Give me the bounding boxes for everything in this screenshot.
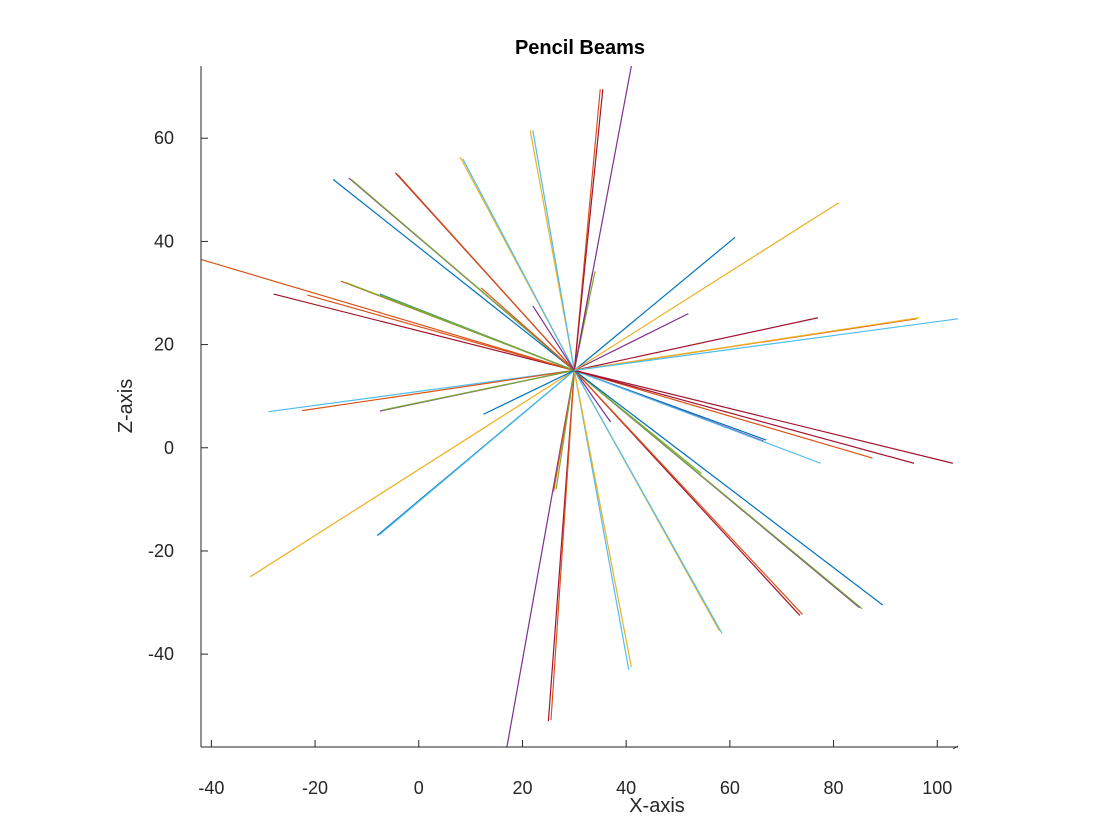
x-tick-label: 80 <box>824 778 844 798</box>
x-tick-label: 100 <box>922 778 952 798</box>
beam-line-43 <box>573 236 736 371</box>
beam-line-9 <box>379 369 575 535</box>
beam-line-2 <box>268 369 575 413</box>
beam-line-25 <box>532 305 575 371</box>
beam-line-42 <box>573 370 723 634</box>
z-tick-label: 60 <box>154 128 174 148</box>
beam-line-3 <box>302 369 575 412</box>
x-tick-label: 20 <box>512 778 532 798</box>
x-tick-label: -20 <box>302 778 328 798</box>
z-axis-label: Z-axis <box>115 379 137 433</box>
axes: -40 -20 0 20 40 60 80 100 -40 -20 0 20 40 60 <box>148 66 959 798</box>
x-tick-label: 0 <box>414 778 424 798</box>
beam-line-21 <box>480 287 575 371</box>
beam-line-57 <box>574 317 920 371</box>
beam-line-54 <box>573 369 884 606</box>
z-tick-label: -40 <box>148 644 174 664</box>
beam-line-22 <box>483 369 575 415</box>
beam-line-0 <box>200 258 575 371</box>
beam-line-47 <box>573 369 803 615</box>
z-tick-label: 40 <box>154 231 174 251</box>
z-tick-label: 0 <box>164 438 174 458</box>
beam-line-39 <box>574 313 689 371</box>
beam-line-36 <box>573 370 612 423</box>
beam-line-24 <box>532 130 575 371</box>
x-tick-label: -40 <box>198 778 224 798</box>
x-tick-label: 40 <box>616 778 636 798</box>
beam-line-1 <box>273 293 575 371</box>
beam-line-49 <box>574 369 821 464</box>
beam-line-11 <box>382 369 575 411</box>
beams-layer <box>200 65 959 748</box>
beam-line-52 <box>573 369 863 610</box>
x-axis-label: X-axis <box>629 795 685 817</box>
beam-line-58 <box>574 369 953 464</box>
beam-line-34 <box>573 89 604 371</box>
beam-line-59 <box>574 318 959 371</box>
z-ticks: -40 -20 0 20 40 60 <box>148 128 208 664</box>
beam-line-18 <box>397 174 575 371</box>
beam-line-14 <box>332 179 575 371</box>
x-tick-label: 60 <box>720 778 740 798</box>
beam-line-48 <box>574 317 819 371</box>
beam-line-35 <box>573 65 632 371</box>
z-tick-label: -20 <box>148 541 174 561</box>
beam-line-38 <box>573 370 632 668</box>
beam-line-53 <box>574 369 873 459</box>
beam-line-16 <box>350 179 575 371</box>
beam-line-55 <box>574 369 915 464</box>
beam-line-28 <box>550 370 575 721</box>
beam-line-7 <box>249 369 575 578</box>
beam-line-30 <box>555 370 575 490</box>
beam-line-20 <box>462 158 575 371</box>
beam-line-50 <box>573 202 840 371</box>
x-axis-3d-stub <box>952 745 959 750</box>
chart-title: Pencil Beams <box>515 37 645 59</box>
x-ticks: -40 -20 0 20 40 60 80 100 <box>198 740 952 798</box>
z-tick-label: 20 <box>154 335 174 355</box>
beam-line-4 <box>307 294 575 371</box>
beam-line-13 <box>382 295 575 371</box>
